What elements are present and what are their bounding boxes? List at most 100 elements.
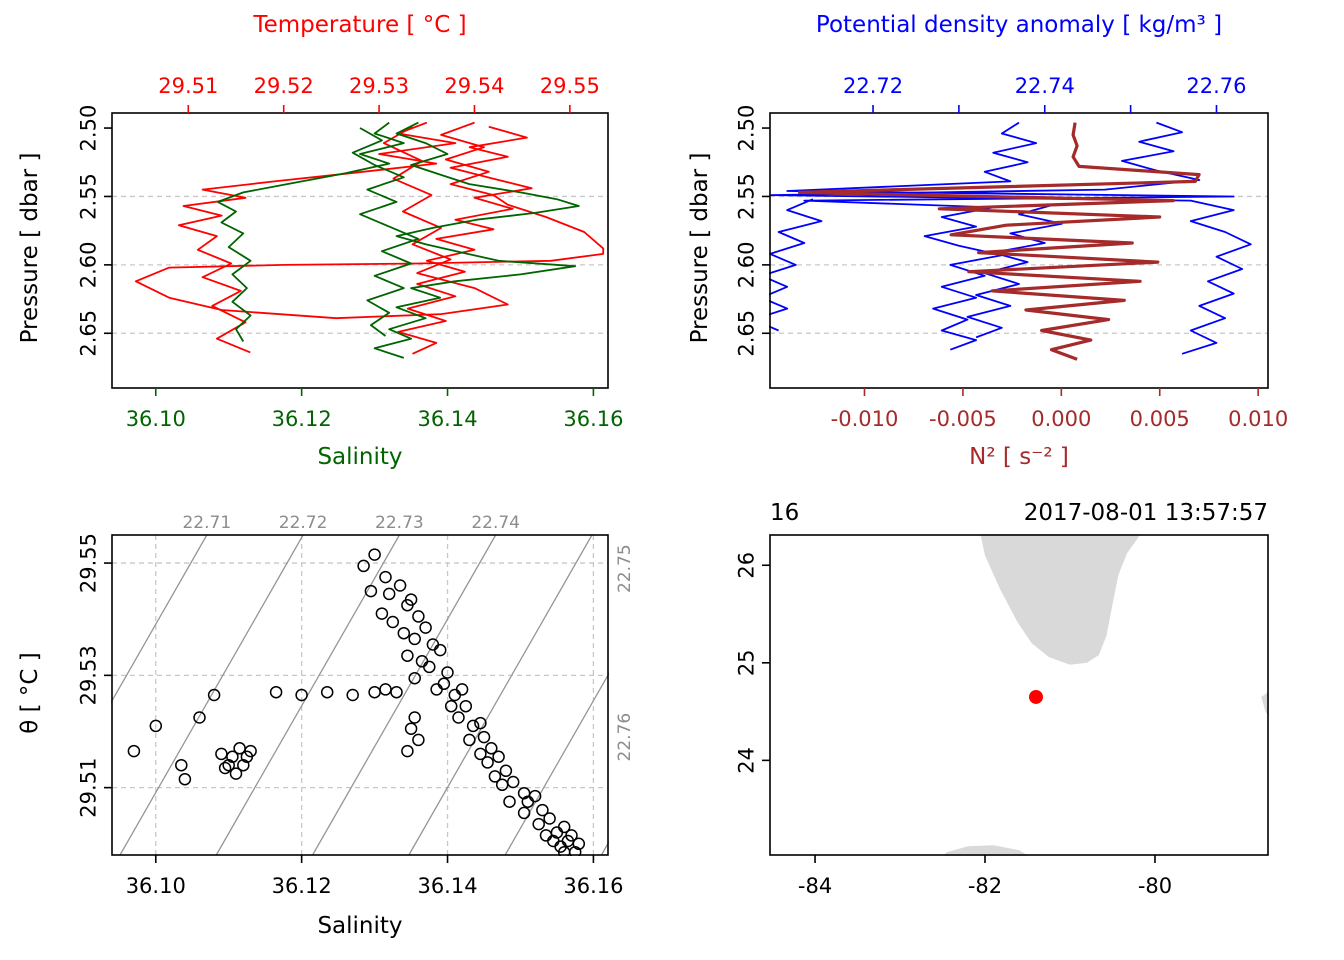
isopycnal-line [600, 840, 609, 856]
land-polygon [1261, 691, 1269, 717]
ts-point [499, 764, 513, 778]
ts-point [452, 711, 465, 724]
tick-label: 36.12 [272, 874, 332, 898]
station-number: 16 [770, 500, 800, 526]
ts-point [437, 677, 451, 691]
ts-point [229, 767, 243, 780]
ts-point [495, 778, 509, 792]
tick-label: 26 [734, 552, 758, 579]
isopycnal-label: 22.76 [615, 713, 635, 762]
tick-label: 29.53 [76, 645, 100, 705]
ts-point [178, 772, 192, 786]
ts-point [455, 683, 469, 696]
isopycnal-label: 22.75 [615, 544, 635, 593]
ts-point [412, 733, 425, 747]
ts-point [404, 722, 418, 735]
ts-point [412, 610, 425, 623]
ts-point [226, 750, 239, 764]
clipped-series-group [111, 534, 609, 856]
salinity-3-trace [351, 127, 420, 337]
isopycnal-line [408, 534, 593, 856]
density-4-trace [966, 203, 1063, 339]
tick-label: 2.55 [76, 173, 100, 220]
axis-title-salinity: Salinity [317, 913, 403, 939]
clipped-series-group [769, 121, 1252, 361]
ts-point [419, 621, 432, 634]
tick-label: 36.16 [563, 874, 623, 898]
ts-point [175, 758, 188, 772]
tick-label: 24 [734, 747, 758, 774]
land-polygon [943, 845, 1029, 856]
tick-label: 2.65 [734, 310, 758, 357]
ts-point [320, 685, 334, 699]
station-map-canvas: -84 -82 -80 24 25 26 [734, 534, 1269, 898]
axis-title-n2: N² [ s⁻² ] [969, 444, 1069, 470]
ts-point [375, 607, 389, 620]
ts-point [368, 548, 381, 561]
isopycnal-line [111, 534, 208, 704]
ts-point [433, 643, 447, 657]
ts-point [397, 626, 411, 640]
ts-point [207, 688, 221, 702]
tick-label: 29.52 [254, 74, 314, 98]
plot-frame [111, 534, 609, 856]
station-marker [1028, 689, 1043, 704]
ts-point [269, 685, 283, 699]
ts-point [295, 688, 308, 702]
density-3-trace [769, 198, 823, 332]
ts-point [481, 756, 494, 769]
ts-diagram-canvas: 36.10 36.12 36.14 36.16 29.51 29.53 29.55 22.71… [76, 513, 635, 898]
clipped-series-group [943, 534, 1269, 856]
ts-point [536, 803, 549, 817]
isopycnal-label: 22.72 [279, 513, 328, 533]
ts-point [193, 711, 206, 724]
tick-label: 22.74 [1015, 74, 1075, 98]
isopycnal-line [312, 534, 497, 856]
ts-point [215, 747, 228, 761]
ts-point [528, 789, 542, 803]
panel-temperature-salinity-profile: Temperature [ °C ] Salinity Pressure [ d… [0, 0, 672, 480]
ts-point [357, 559, 370, 573]
ts-point [423, 660, 436, 674]
tick-label: 0.000 [1031, 407, 1091, 431]
tick-label: -82 [968, 874, 1002, 898]
ts-point [572, 837, 586, 851]
tick-label: 25 [734, 649, 758, 676]
ts-point [474, 747, 487, 761]
ts-point [463, 733, 476, 747]
temperature-1-trace [177, 121, 457, 354]
plot-frame [769, 112, 1269, 389]
salinity-1-trace [216, 121, 405, 342]
plot-frame [111, 112, 609, 389]
ts-point [543, 812, 556, 825]
tick-label: 2.50 [76, 105, 100, 152]
tick-label: 2.50 [734, 105, 758, 152]
ts-point [127, 744, 141, 758]
ts-point [149, 719, 163, 733]
ts-point [379, 683, 392, 696]
ts-point [390, 685, 403, 699]
ts-point [459, 699, 473, 713]
tick-label: 29.51 [158, 74, 218, 98]
ts-point [401, 649, 414, 662]
temperature-3-trace [397, 125, 533, 355]
plot-frame [769, 534, 1269, 856]
ts-point [444, 699, 458, 713]
ts-point [237, 758, 250, 772]
tick-label: 29.51 [76, 758, 100, 818]
tick-label: -80 [1138, 874, 1172, 898]
ts-point [401, 744, 414, 758]
ts-point [565, 829, 578, 842]
ts-point [408, 711, 421, 724]
ts-point [404, 593, 418, 606]
station-datetime: 2017-08-01 13:57:57 [1023, 500, 1268, 526]
tick-label: 22.72 [843, 74, 903, 98]
tick-label: 36.10 [126, 407, 186, 431]
ts-point [393, 579, 407, 592]
tick-label: -84 [798, 874, 832, 898]
panel-density-n2-profile: Potential density anomaly [ kg/m³ ] N² [… [672, 0, 1344, 480]
salinity-2-trace [373, 121, 580, 359]
tick-label: 2.55 [734, 173, 758, 220]
ts-point [408, 632, 421, 646]
